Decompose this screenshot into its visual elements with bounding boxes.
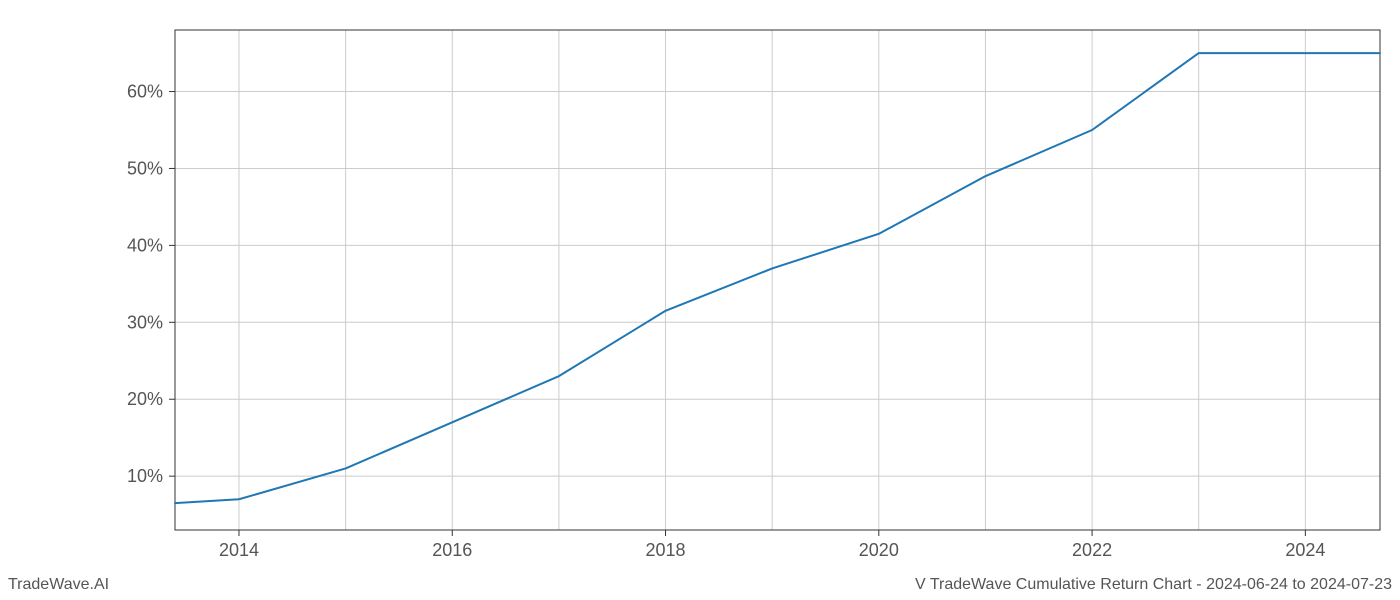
x-tick-label: 2014 [219,540,259,560]
x-tick-label: 2020 [859,540,899,560]
line-chart: 2014 2016 2018 2020 2022 2024 10% 20% 30% 40% 50% 6… [0,0,1400,600]
y-tick-label: 20% [127,389,163,409]
x-tick-label: 2016 [432,540,472,560]
y-tick-label: 10% [127,466,163,486]
x-tick-label: 2022 [1072,540,1112,560]
y-tick-label: 30% [127,312,163,332]
footer-left-label: TradeWave.AI [8,576,109,594]
footer-right-label: V TradeWave Cumulative Return Chart - 20… [915,576,1392,594]
y-tick-label: 40% [127,235,163,255]
y-tick-label: 60% [127,82,163,102]
y-tick-label: 50% [127,158,163,178]
x-tick-label: 2024 [1285,540,1325,560]
x-tick-label: 2018 [646,540,686,560]
chart-container: 2014 2016 2018 2020 2022 2024 10% 20% 30% 40% 50% 6… [0,0,1400,600]
